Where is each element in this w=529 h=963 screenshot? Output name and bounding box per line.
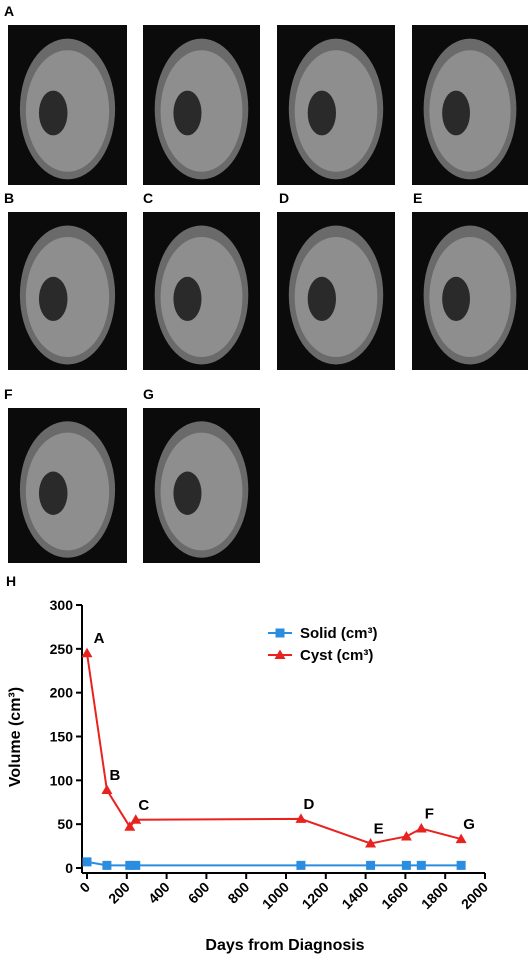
brain xyxy=(160,50,243,172)
lesion xyxy=(38,471,68,515)
brain xyxy=(160,432,243,551)
data-point xyxy=(124,821,136,831)
brain xyxy=(294,50,378,172)
mri-image xyxy=(277,212,395,370)
point-label: E xyxy=(374,820,384,837)
lesion xyxy=(442,276,470,322)
point-label: C xyxy=(138,797,149,814)
x-tick-label: 800 xyxy=(224,879,252,907)
point-label: B xyxy=(109,767,120,784)
mri-image xyxy=(8,25,127,185)
x-axis-title: Days from Diagnosis xyxy=(205,937,364,954)
y-tick-label: 150 xyxy=(50,729,74,745)
x-tick-label: 1000 xyxy=(259,879,292,912)
x-tick-label: 400 xyxy=(145,879,173,907)
panel-label: D xyxy=(279,190,289,206)
data-point xyxy=(365,837,377,848)
series-line xyxy=(86,653,462,845)
data-point xyxy=(130,814,142,824)
mri-image xyxy=(412,212,528,370)
mri-image xyxy=(8,212,127,370)
panel-label: H xyxy=(6,573,16,589)
data-point xyxy=(401,860,411,870)
data-point xyxy=(125,860,135,870)
panel-label: A xyxy=(4,3,14,19)
data-point xyxy=(82,857,92,867)
mri-image xyxy=(143,408,260,563)
lesion xyxy=(38,90,68,136)
data-point xyxy=(81,647,93,658)
y-axis-title: Volume (cm³) xyxy=(7,687,24,787)
panel-label: C xyxy=(143,190,153,206)
y-tick-label: 200 xyxy=(50,685,74,701)
x-tick-label: 1200 xyxy=(299,879,332,912)
legend-marker xyxy=(274,649,286,659)
lesion xyxy=(173,90,202,136)
data-point xyxy=(415,823,427,833)
y-tick-label: 100 xyxy=(50,772,74,788)
data-point xyxy=(131,860,141,870)
panel-label: E xyxy=(413,190,422,206)
point-label: F xyxy=(425,806,434,823)
brain xyxy=(160,236,243,358)
x-tick-label: 600 xyxy=(185,879,213,907)
mri-image xyxy=(412,25,528,185)
y-tick-label: 250 xyxy=(50,641,74,657)
mri-image xyxy=(8,408,127,563)
mri-image xyxy=(143,212,260,370)
x-tick-label: 0 xyxy=(76,879,93,896)
brain xyxy=(25,432,110,551)
data-point xyxy=(295,813,307,823)
legend-marker xyxy=(275,628,285,638)
brain xyxy=(429,50,511,172)
x-tick-label: 200 xyxy=(105,879,133,907)
x-tick-label: 1400 xyxy=(338,879,371,912)
y-tick-label: 300 xyxy=(50,597,74,613)
legend-label: Cyst (cm³) xyxy=(300,647,373,664)
x-tick-label: 1800 xyxy=(418,879,451,912)
point-label: G xyxy=(463,816,475,833)
y-tick-label: 0 xyxy=(65,860,73,876)
data-point xyxy=(456,860,466,870)
lesion xyxy=(173,471,202,515)
lesion xyxy=(307,90,336,136)
brain xyxy=(294,236,378,358)
point-label: A xyxy=(94,630,105,647)
data-point xyxy=(296,860,306,870)
panel-label: G xyxy=(143,386,154,402)
brain xyxy=(429,236,511,358)
lesion xyxy=(307,276,336,322)
x-tick-label: 1600 xyxy=(378,879,411,912)
panel-label: B xyxy=(4,190,14,206)
brain xyxy=(25,236,110,358)
data-point xyxy=(416,860,426,870)
legend-label: Solid (cm³) xyxy=(300,625,378,642)
data-point xyxy=(366,860,376,870)
lesion xyxy=(442,90,470,136)
panel-label: F xyxy=(4,386,13,402)
point-label: D xyxy=(304,796,315,813)
data-point xyxy=(102,860,112,870)
data-point xyxy=(455,833,467,844)
mri-image xyxy=(143,25,260,185)
lesion xyxy=(173,276,202,322)
x-tick-label: 2000 xyxy=(458,879,491,912)
mri-image xyxy=(277,25,395,185)
brain xyxy=(25,50,110,172)
y-tick-label: 50 xyxy=(57,816,73,832)
data-point xyxy=(400,830,412,841)
lesion xyxy=(38,276,68,322)
data-point xyxy=(101,784,113,794)
